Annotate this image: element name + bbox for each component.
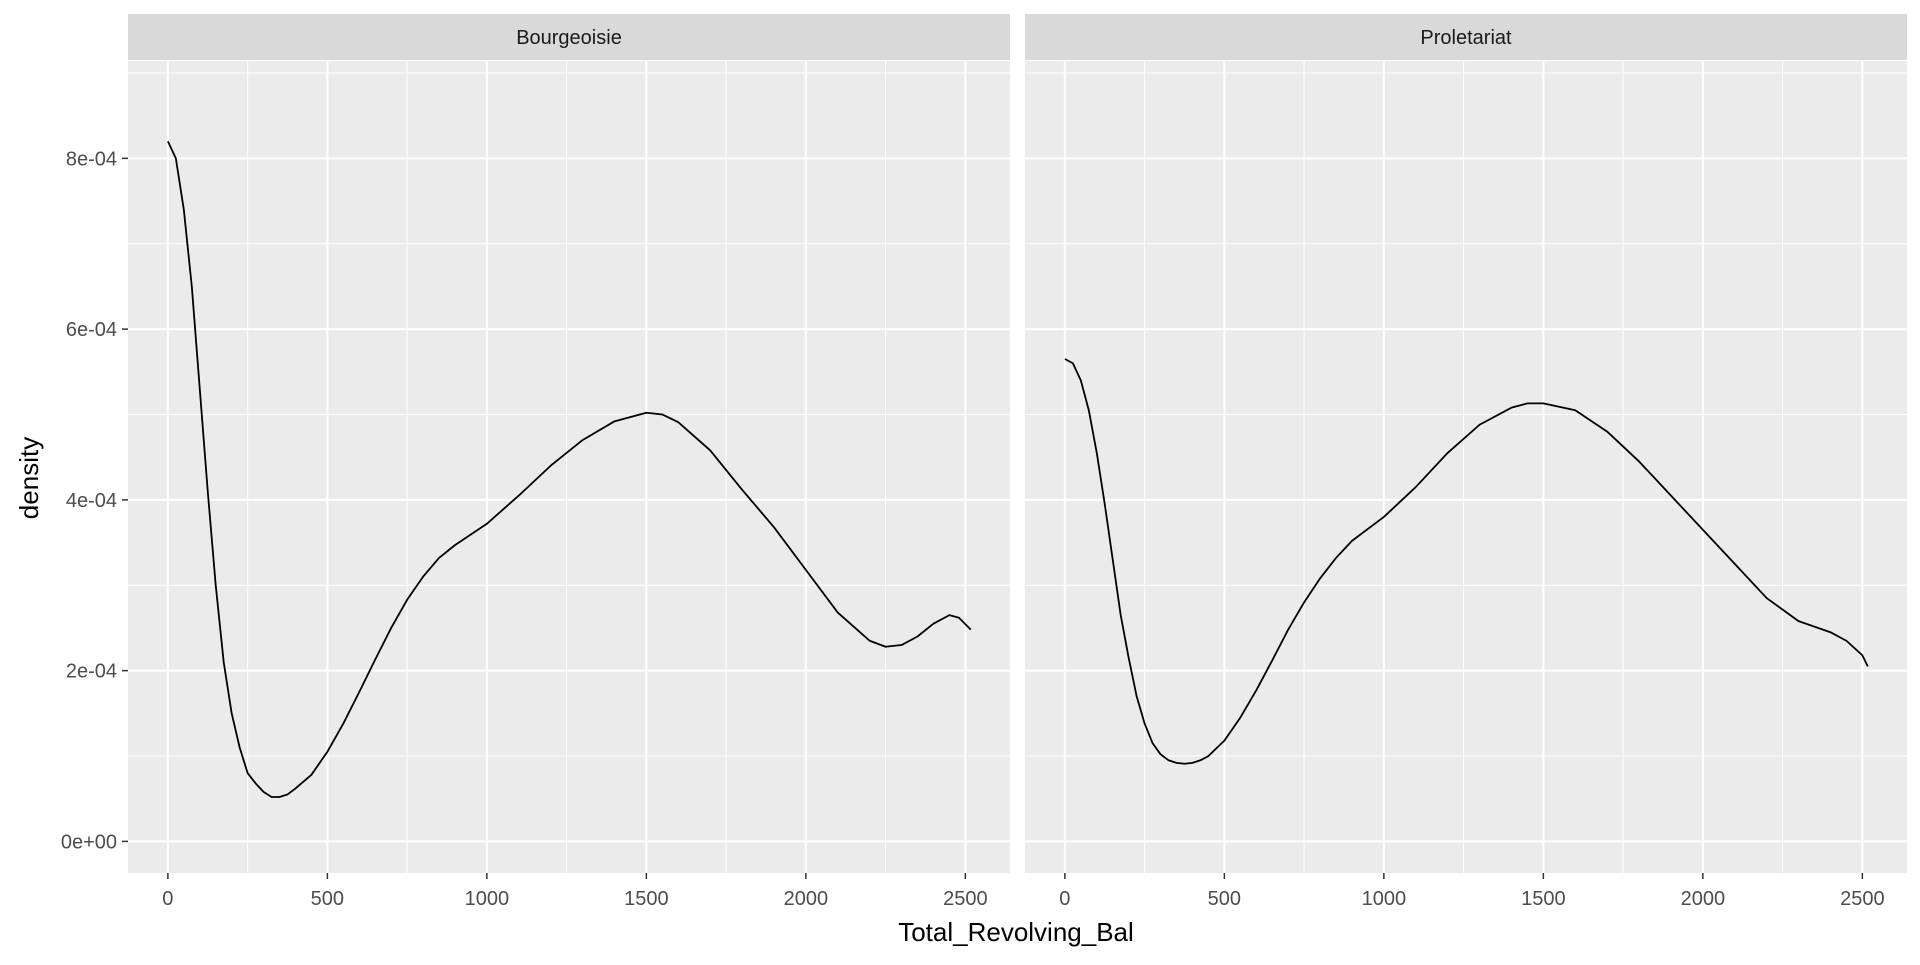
y-tick-label: 4e-04 xyxy=(66,490,117,512)
facet-strip xyxy=(128,14,1010,60)
facet-strip xyxy=(1025,14,1907,60)
y-tick-label: 8e-04 xyxy=(66,148,117,170)
x-tick-label: 0 xyxy=(1059,888,1070,910)
x-tick-label: 0 xyxy=(162,888,173,910)
x-tick-label: 500 xyxy=(1208,888,1241,910)
y-axis-title: density xyxy=(14,437,44,519)
x-tick-label: 2500 xyxy=(1840,888,1885,910)
y-tick-label: 0e+00 xyxy=(61,831,117,853)
x-tick-label: 2000 xyxy=(1681,888,1726,910)
density-line-proletariat xyxy=(1064,358,1869,765)
y-tick-label: 2e-04 xyxy=(66,661,117,683)
x-tick-label: 1000 xyxy=(465,888,510,910)
facet-strip-label: Proletariat xyxy=(1420,27,1512,49)
x-tick-label: 1000 xyxy=(1362,888,1407,910)
density-line-bourgeoisie xyxy=(167,140,972,798)
x-tick-label: 1500 xyxy=(1521,888,1566,910)
y-tick-label: 6e-04 xyxy=(66,319,117,341)
panel-background xyxy=(1025,61,1907,873)
x-tick-label: 500 xyxy=(311,888,344,910)
x-tick-label: 2500 xyxy=(943,888,988,910)
panel-bourgeoisie: Bourgeoisie 0 500 1000 1500 2000 2500 xyxy=(128,14,1010,910)
x-tick-label: 1500 xyxy=(624,888,669,910)
x-tick-label: 2000 xyxy=(784,888,829,910)
facet-strip-label: Bourgeoisie xyxy=(516,27,622,49)
x-axis-title: Total_Revolving_Bal xyxy=(898,917,1134,947)
y-axis: 0e+00 2e-04 4e-04 6e-04 8e-04 xyxy=(61,148,128,853)
panel-proletariat: Proletariat 0 500 1000 1500 2000 2500 xyxy=(1025,14,1907,910)
panel-background xyxy=(128,61,1010,873)
